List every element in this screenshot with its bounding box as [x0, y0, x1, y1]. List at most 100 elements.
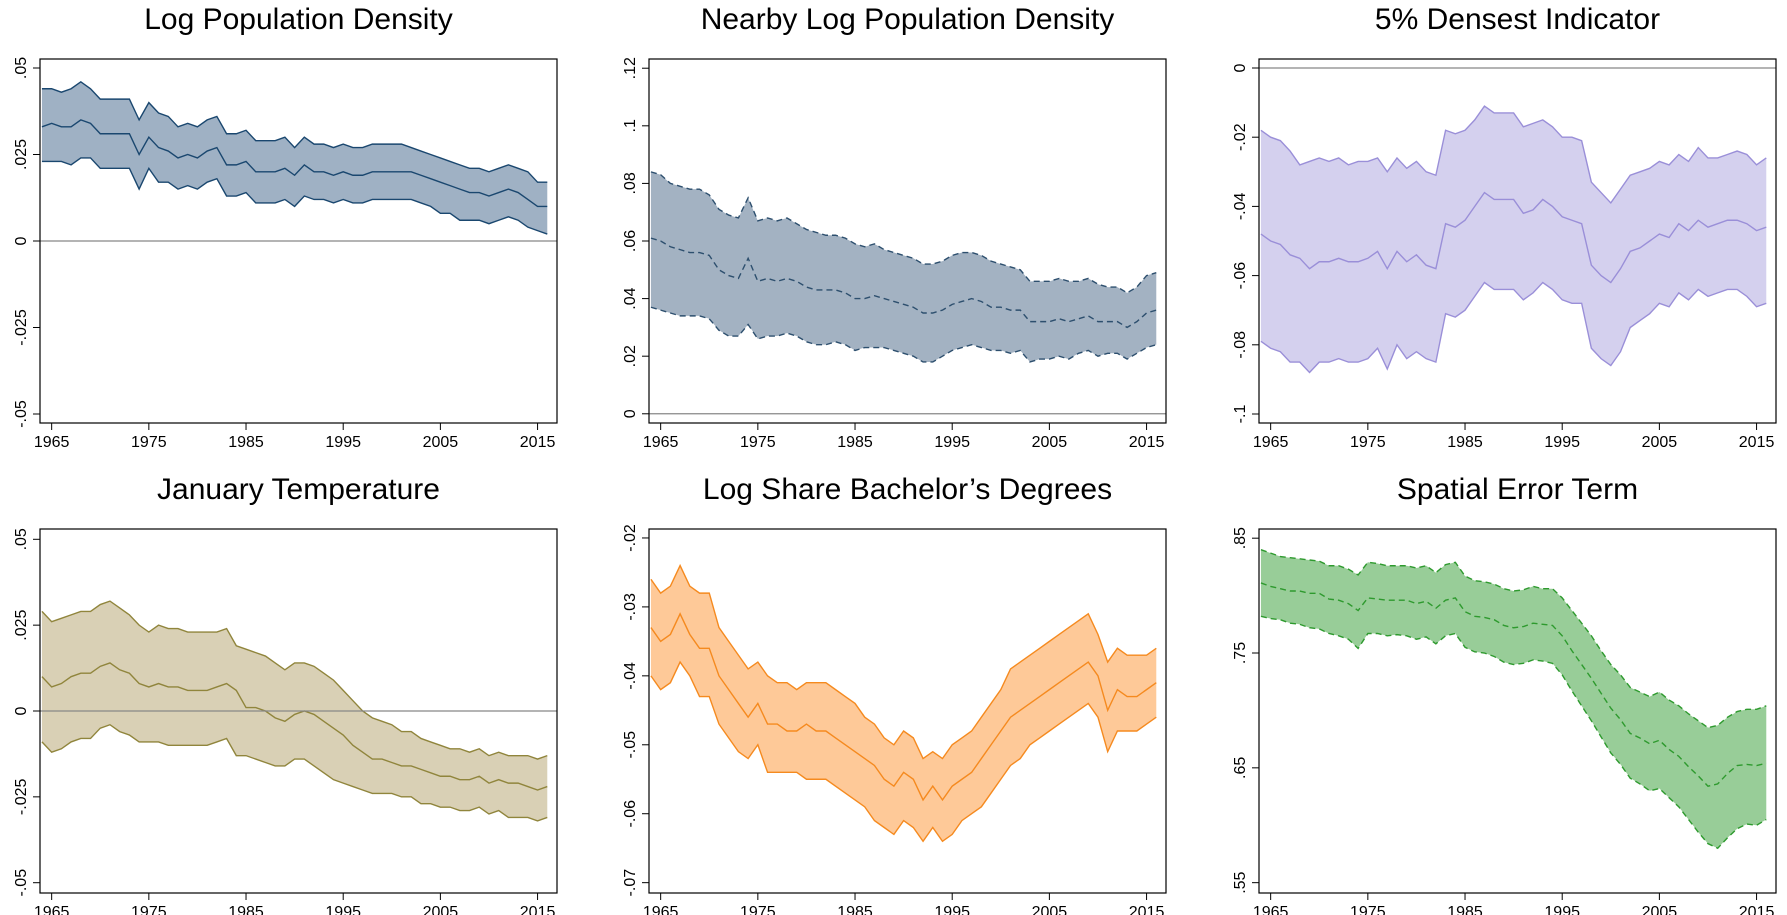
x-tick-label: 1995 — [934, 434, 970, 451]
confidence-band — [1260, 549, 1767, 849]
estimate-line — [650, 237, 1157, 329]
y-tick-label: -.04 — [622, 662, 639, 690]
y-tick-label: -.05 — [622, 731, 639, 759]
x-tick-label: 2005 — [423, 434, 459, 451]
x-tick-label: 1975 — [1350, 434, 1386, 451]
y-tick-label: -.06 — [1232, 262, 1249, 290]
lower-bound-line — [650, 660, 1157, 843]
y-tick-label: -.06 — [622, 800, 639, 828]
y-tick-label: .02 — [622, 345, 639, 367]
panel-title: Nearby Log Population Density — [701, 3, 1115, 36]
x-tick-label: 2005 — [1032, 904, 1068, 915]
x-tick-label: 2005 — [1032, 434, 1068, 451]
y-tick-label: .55 — [1232, 871, 1249, 893]
panel-title: January Temperature — [157, 473, 440, 506]
x-tick-label: 1985 — [837, 434, 873, 451]
x-tick-label: 1995 — [1544, 904, 1580, 915]
x-tick-label: 2005 — [1642, 904, 1678, 915]
panel: Log Share Bachelor’s Degrees -.02 -.03 -.04… — [622, 473, 1167, 915]
confidence-band — [1260, 106, 1767, 373]
panel: Spatial Error Term .85 .75 .65 .55 1965 1975 19… — [1232, 473, 1777, 915]
x-tick-label: 1975 — [740, 904, 776, 915]
y-tick-label: -.05 — [13, 400, 30, 428]
panel: Nearby Log Population Density .12 .1 .08 .06… — [622, 3, 1167, 451]
y-tick-label: -.04 — [1232, 193, 1249, 221]
lower-bound-line — [1260, 615, 1767, 850]
y-tick-label: -.07 — [622, 869, 639, 897]
y-tick-label: 0 — [13, 706, 30, 715]
upper-bound-line — [1260, 105, 1767, 205]
x-tick-label: 1965 — [643, 904, 679, 915]
x-tick-label: 2015 — [1129, 904, 1165, 915]
x-tick-label: 2005 — [423, 904, 459, 915]
confidence-band — [650, 171, 1157, 362]
y-tick-label: -.02 — [622, 524, 639, 552]
x-tick-label: 2015 — [1739, 434, 1775, 451]
confidence-band — [41, 81, 548, 235]
x-tick-label: 1965 — [1253, 434, 1289, 451]
upper-bound-line — [41, 600, 548, 760]
x-tick-label: 2015 — [520, 904, 556, 915]
estimate-line — [41, 119, 548, 208]
panel: 5% Densest Indicator 0 -.02 -.04 -.06 -.08 -.1… — [1232, 3, 1777, 451]
y-tick-label: .025 — [13, 609, 30, 640]
x-tick-label: 1985 — [837, 904, 873, 915]
y-tick-label: .75 — [1232, 642, 1249, 664]
estimate-line — [41, 662, 548, 791]
x-tick-label: 2005 — [1642, 434, 1678, 451]
lower-bound-line — [1260, 281, 1767, 374]
plot-frame — [1258, 528, 1777, 894]
confidence-band — [650, 565, 1157, 842]
x-tick-label: 2015 — [520, 434, 556, 451]
y-tick-label: .04 — [622, 287, 639, 309]
x-tick-label: 1975 — [131, 434, 167, 451]
panel: Log Population Density.05.0250-.025-.051… — [13, 3, 558, 451]
x-tick-label: 2015 — [1739, 904, 1775, 915]
x-tick-label: 1965 — [643, 434, 679, 451]
y-tick-label: .65 — [1232, 757, 1249, 779]
upper-bound-line — [41, 80, 548, 183]
x-tick-label: 1985 — [1447, 904, 1483, 915]
x-tick-label: 1995 — [325, 434, 361, 451]
x-tick-label: 1975 — [131, 904, 167, 915]
estimate-line — [650, 612, 1157, 802]
y-tick-label: .025 — [13, 139, 30, 170]
y-tick-label: 0 — [13, 236, 30, 245]
x-tick-label: 1965 — [1253, 904, 1289, 915]
x-tick-label: 1975 — [740, 434, 776, 451]
lower-bound-line — [41, 157, 548, 235]
y-tick-label: .85 — [1232, 527, 1249, 549]
x-tick-label: 1995 — [325, 904, 361, 915]
x-tick-label: 1995 — [934, 904, 970, 915]
upper-bound-line — [650, 563, 1157, 760]
plot-frame — [648, 528, 1167, 894]
lower-bound-line — [650, 306, 1157, 363]
y-tick-label: -.05 — [13, 869, 30, 897]
x-tick-label: 1985 — [1447, 434, 1483, 451]
y-tick-label: -.03 — [622, 593, 639, 621]
y-tick-label: 0 — [622, 409, 639, 418]
panel: January Temperature .05 .025 0 -.025 -.05 1965… — [13, 473, 558, 915]
y-tick-label: .12 — [622, 57, 639, 79]
y-tick-label: -.1 — [1232, 405, 1249, 424]
x-tick-label: 1965 — [34, 434, 70, 451]
plot-frame — [1258, 58, 1777, 424]
y-tick-label: .08 — [622, 172, 639, 194]
y-tick-label: -.025 — [13, 779, 30, 816]
x-tick-label: 1975 — [1350, 904, 1386, 915]
x-tick-label: 1965 — [34, 904, 70, 915]
x-tick-label: 2015 — [1129, 434, 1165, 451]
x-tick-label: 1985 — [228, 434, 264, 451]
y-tick-label: .05 — [13, 57, 30, 79]
y-tick-label: .06 — [622, 230, 639, 252]
estimate-line — [1260, 582, 1767, 787]
panel-title: Log Share Bachelor’s Degrees — [703, 473, 1112, 506]
y-tick-label: -.02 — [1232, 123, 1249, 151]
panel-title: Spatial Error Term — [1397, 473, 1638, 506]
estimate-line — [1260, 191, 1767, 284]
panel-title: Log Population Density — [144, 3, 453, 36]
x-tick-label: 1995 — [1544, 434, 1580, 451]
upper-bound-line — [1260, 549, 1767, 729]
